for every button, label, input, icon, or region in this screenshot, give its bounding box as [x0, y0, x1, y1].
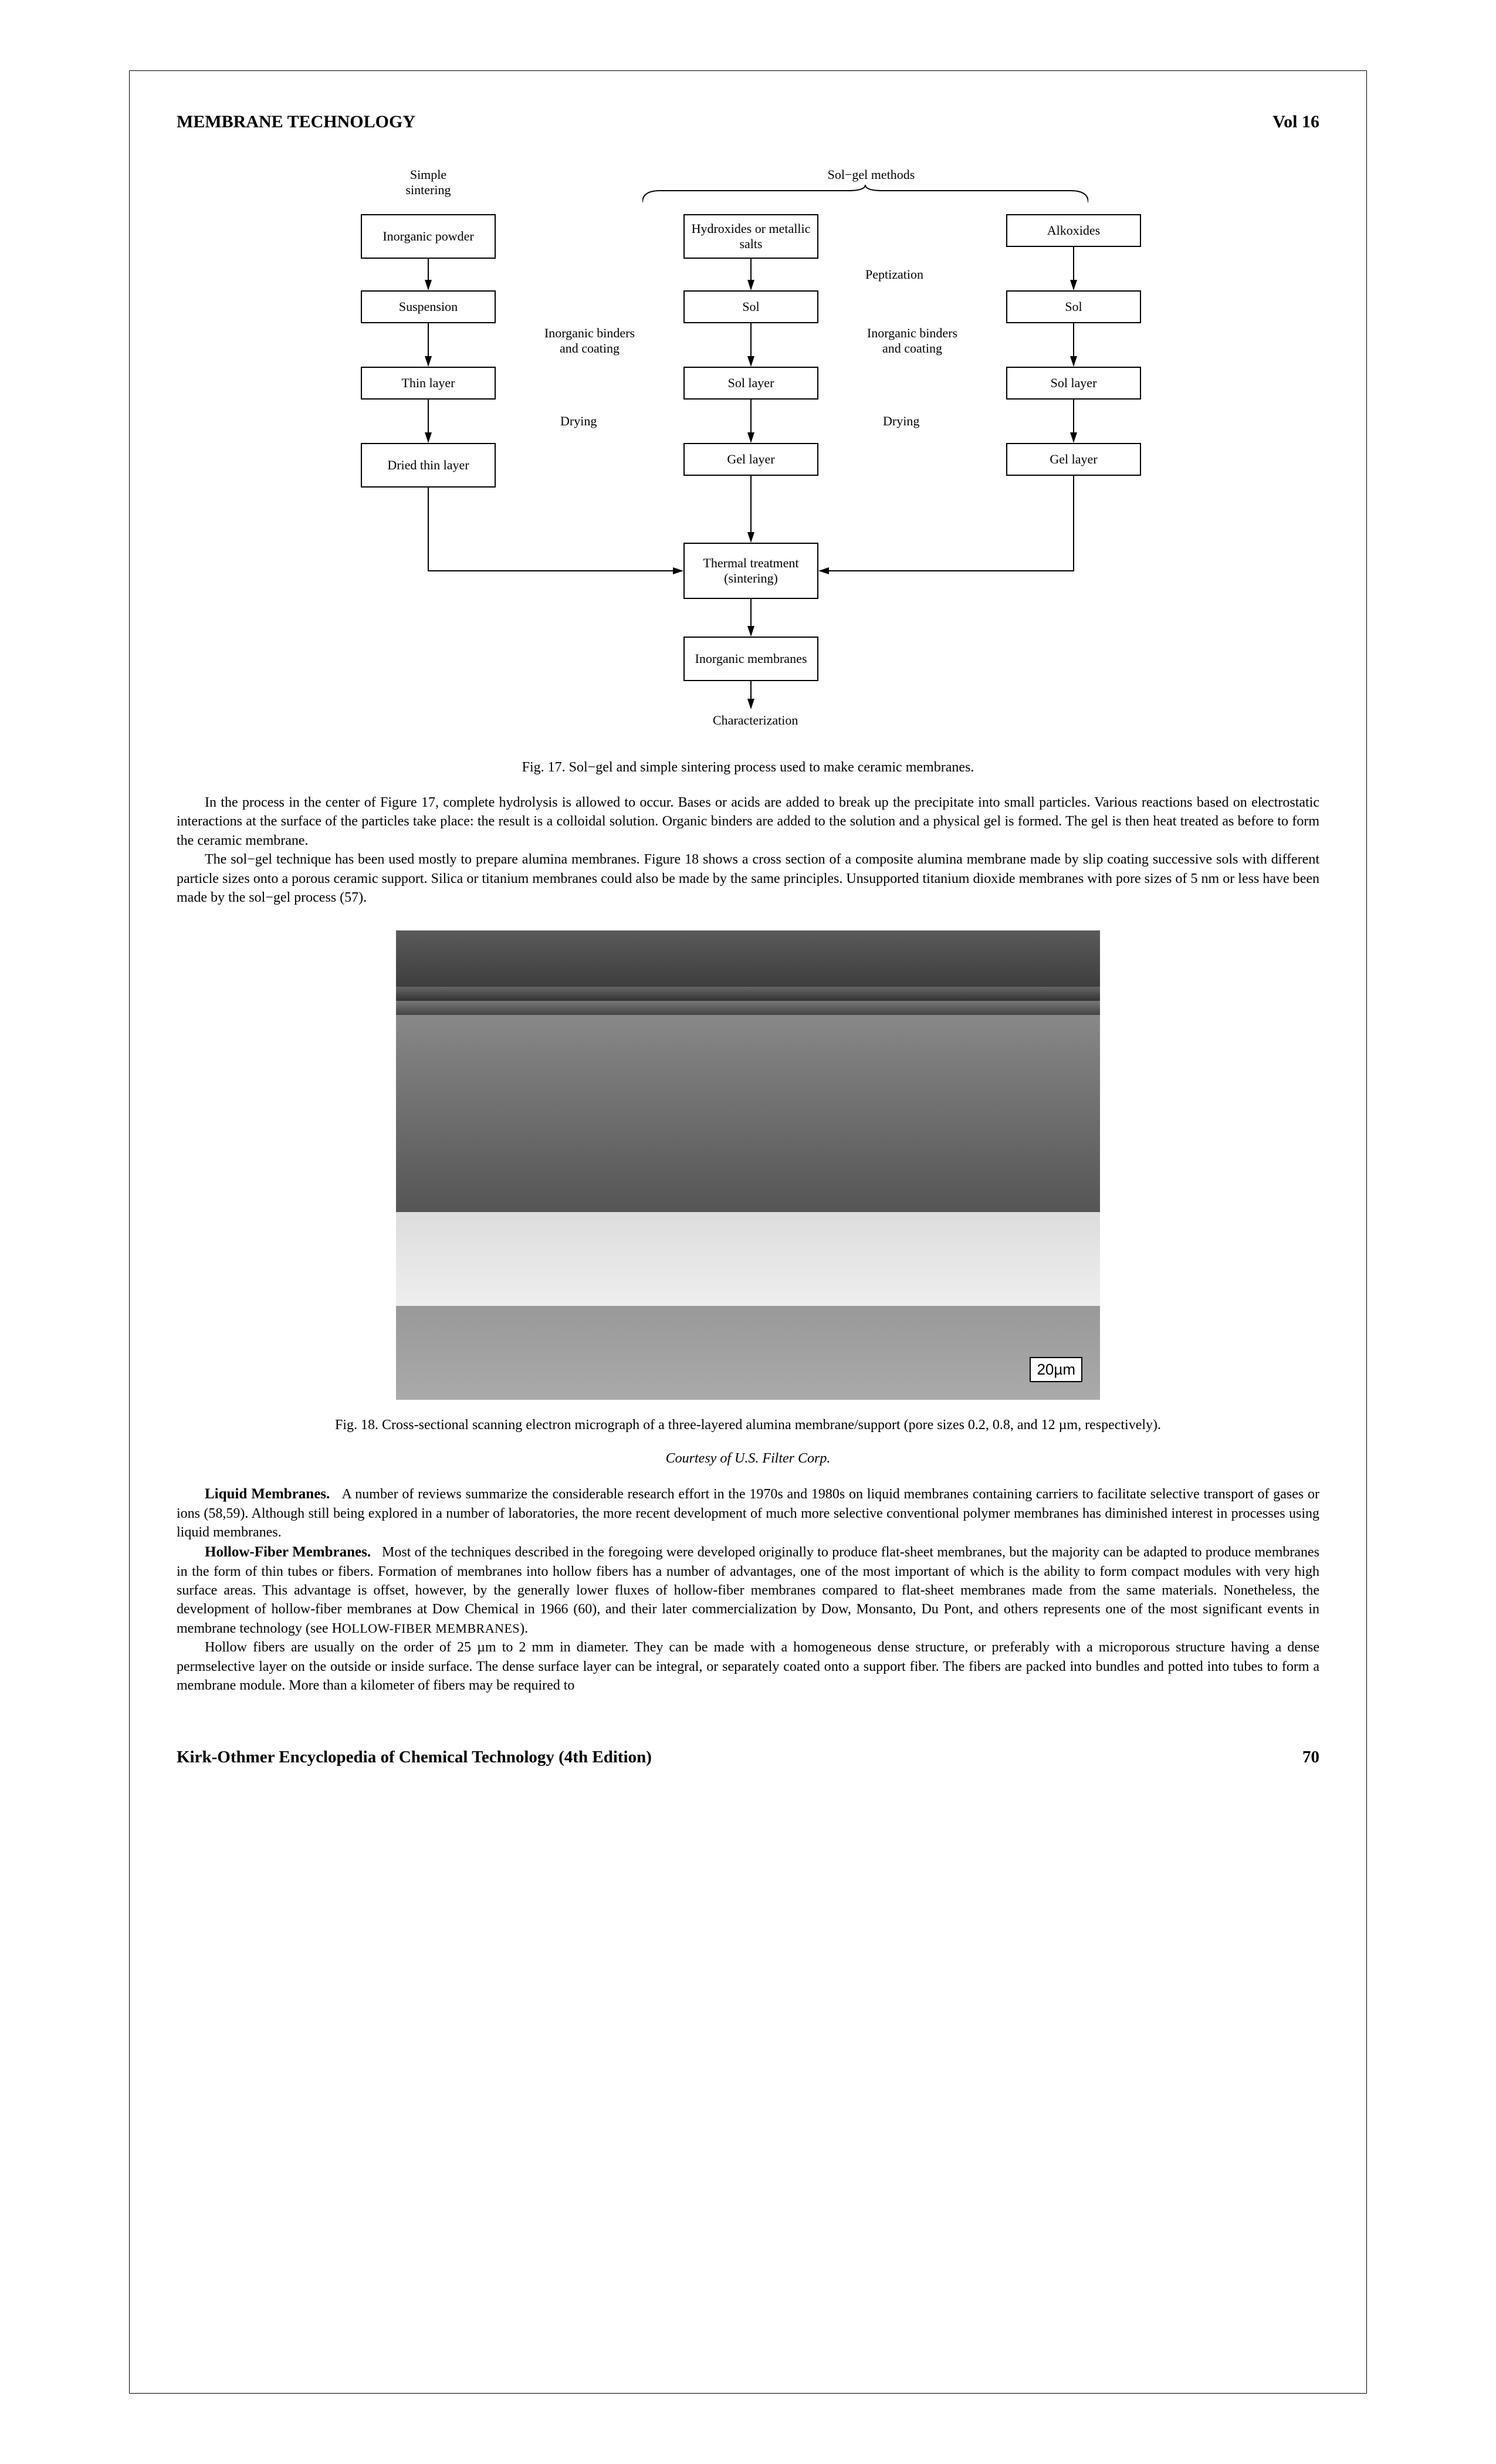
paragraph-text: The sol−gel technique has been used most… — [177, 852, 1319, 905]
fc-box: Sol layer — [683, 367, 818, 400]
fc-box: Alkoxides — [1006, 214, 1141, 247]
paragraph-text: ). — [520, 1621, 528, 1636]
fc-box: Hydroxides or metallic salts — [683, 214, 818, 259]
fc-box: Thin layer — [361, 367, 496, 400]
header-volume: Vol 16 — [1272, 112, 1319, 132]
section-heading-hollow: Hollow-Fiber Membranes. — [205, 1544, 371, 1560]
flowchart-fig17: Simple sintering Sol−gel methods Inorgan… — [279, 167, 1217, 742]
fc-label-binders: Inorganic binders and coating — [531, 326, 648, 356]
fc-box-out1: Inorganic membranes — [683, 637, 818, 681]
paragraph: The sol−gel technique has been used most… — [177, 850, 1319, 907]
fc-box: Sol layer — [1006, 367, 1141, 400]
fc-box: Suspension — [361, 290, 496, 323]
page-footer: Kirk-Othmer Encyclopedia of Chemical Tec… — [177, 1748, 1319, 1767]
scale-bar: 20µm — [1030, 1357, 1082, 1382]
smallcaps-ref: OLLOW-FIBER MEMBRANES — [342, 1621, 520, 1636]
paragraph-liquid: Liquid Membranes. A number of reviews su… — [177, 1484, 1319, 1542]
fc-label-characterization: Characterization — [713, 713, 789, 728]
fig18-courtesy: Courtesy of U.S. Filter Corp. — [177, 1451, 1319, 1467]
fc-box: Sol — [683, 290, 818, 323]
fig18-caption: Fig. 18. Cross-sectional scanning electr… — [177, 1417, 1319, 1433]
paragraph-hollow: Hollow-Fiber Membranes. Most of the tech… — [177, 1542, 1319, 1638]
fig18-sem-micrograph: 20µm — [396, 930, 1100, 1400]
fc-label-drying: Drying — [560, 414, 597, 429]
fc-box: Inorganic powder — [361, 214, 496, 259]
footer-page-number: 70 — [1302, 1748, 1319, 1767]
page: MEMBRANE TECHNOLOGY Vol 16 Simple sinter… — [129, 70, 1367, 2394]
fc-label-solgel: Sol−gel methods — [795, 167, 947, 182]
fc-label-binders: Inorganic binders and coating — [854, 326, 971, 356]
fig17-caption: Fig. 17. Sol−gel and simple sintering pr… — [177, 760, 1319, 776]
fc-box: Sol — [1006, 290, 1141, 323]
section-heading-liquid: Liquid Membranes. — [205, 1486, 330, 1502]
paragraph: In the process in the center of Figure 1… — [177, 793, 1319, 850]
paragraph-hollow-2: Hollow fibers are usually on the order o… — [177, 1638, 1319, 1695]
fc-label-peptization: Peptization — [865, 267, 923, 282]
paragraph-text: A number of reviews summarize the consid… — [177, 1487, 1319, 1540]
fc-box: Gel layer — [1006, 443, 1141, 476]
fc-label-drying: Drying — [883, 414, 919, 429]
paragraph-text: Hollow fibers are usually on the order o… — [177, 1640, 1319, 1693]
fc-box-merge: Thermal treatment (sintering) — [683, 543, 818, 599]
fc-box: Dried thin layer — [361, 443, 496, 488]
fc-label-simple-sintering: Simple sintering — [384, 167, 472, 198]
header-title: MEMBRANE TECHNOLOGY — [177, 112, 415, 132]
page-header: MEMBRANE TECHNOLOGY Vol 16 — [177, 112, 1319, 132]
paragraph-text: In the process in the center of Figure 1… — [177, 795, 1319, 848]
fc-box: Gel layer — [683, 443, 818, 476]
brace-icon — [642, 185, 1088, 208]
footer-book-title: Kirk-Othmer Encyclopedia of Chemical Tec… — [177, 1748, 652, 1767]
